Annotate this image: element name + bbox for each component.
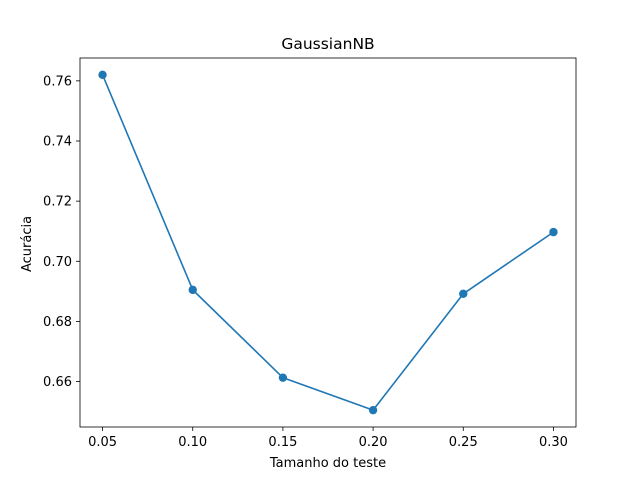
series-line — [101, 74, 554, 411]
x-tick-label: 0.30 — [539, 435, 568, 450]
y-tick-label: 0.66 — [43, 375, 72, 390]
data-point — [188, 285, 197, 295]
y-tick-label: 0.70 — [43, 255, 72, 270]
x-tick-label: 0.20 — [359, 435, 388, 450]
y-tick-label: 0.76 — [43, 74, 72, 89]
data-point — [459, 289, 468, 298]
data-point — [98, 70, 107, 80]
x-tick-label: 0.05 — [88, 435, 117, 450]
x-axis: 0.05 0.10 0.15 0.20 0.25 0.30 — [88, 427, 568, 450]
x-tick-label: 0.10 — [178, 435, 207, 450]
y-tick-label: 0.68 — [43, 315, 72, 330]
plot-frame — [79, 57, 577, 428]
series-layer — [98, 70, 558, 415]
y-tick-label: 0.74 — [43, 135, 72, 150]
data-point — [549, 227, 558, 237]
x-tick-label: 0.25 — [449, 435, 478, 450]
y-axis-label: Acurácia — [20, 216, 35, 272]
y-tick-label: 0.72 — [43, 195, 72, 210]
data-point — [368, 405, 378, 415]
x-tick-label: 0.15 — [268, 435, 297, 450]
y-axis: 0.66 0.68 0.70 0.72 0.74 0.76 — [43, 74, 80, 390]
chart-title: GaussianNB — [281, 35, 374, 53]
data-point — [278, 373, 288, 382]
x-axis-label: Tamanho do teste — [269, 456, 386, 471]
